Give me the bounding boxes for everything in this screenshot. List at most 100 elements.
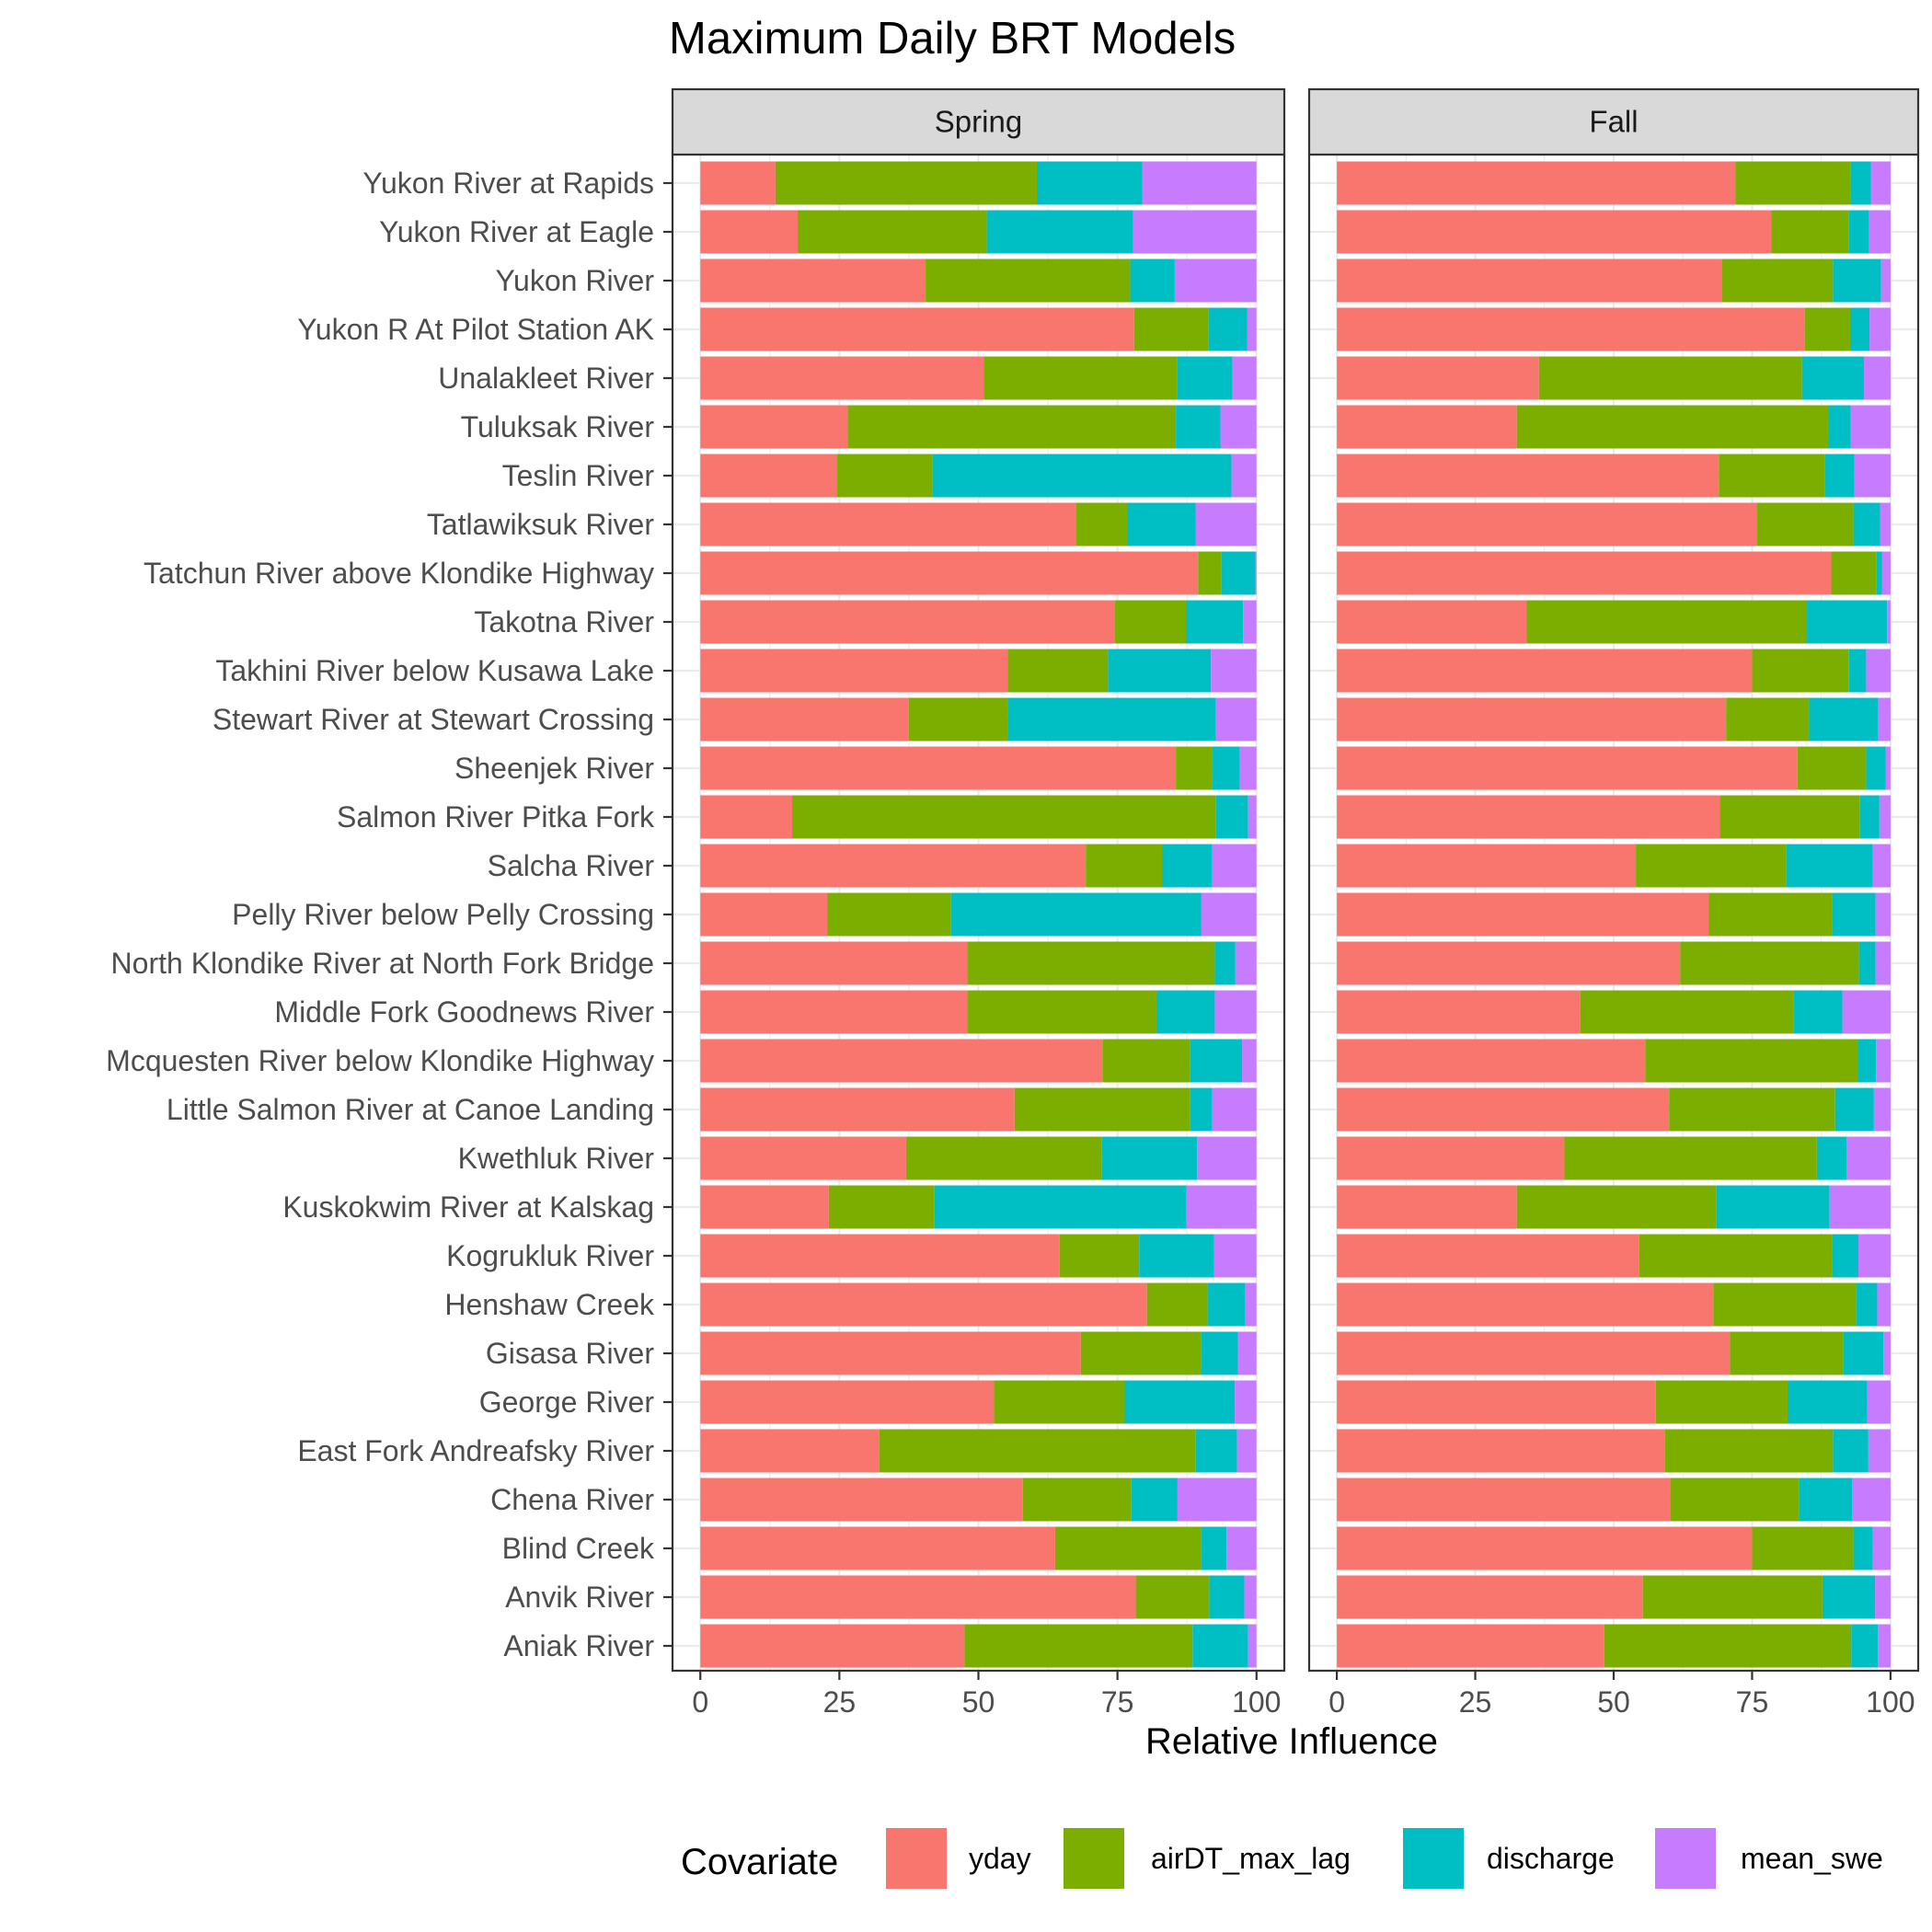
legend-label-discharge: discharge — [1487, 1842, 1615, 1875]
bar-spring-yday-teslin-river — [700, 454, 837, 498]
bar-fall-yday-gisasa-river — [1337, 1331, 1731, 1375]
bar-spring-discharge-tatchun-river-above-klondike-highway — [1221, 551, 1256, 595]
bar-fall-airdt-max-lag-stewart-river-at-stewart-crossing — [1726, 697, 1810, 742]
bar-fall-discharge-takotna-river — [1807, 600, 1888, 644]
bar-fall-yday-tatlawiksuk-river — [1337, 502, 1757, 546]
bar-fall-airdt-max-lag-little-salmon-river-at-canoe-landing — [1669, 1087, 1835, 1132]
bar-spring-airdt-max-lag-yukon-r-at-pilot-station-ak — [1133, 307, 1209, 351]
bar-fall-yday-yukon-river-at-rapids — [1337, 161, 1736, 205]
bar-spring-yday-yukon-river-at-eagle — [700, 210, 799, 254]
bar-fall-airdt-max-lag-salcha-river — [1636, 844, 1787, 888]
bar-fall-airdt-max-lag-yukon-river — [1721, 259, 1834, 303]
category-label: Salcha River — [488, 849, 655, 882]
category-label: Teslin River — [502, 459, 655, 492]
bar-fall-discharge-north-klondike-river-at-north-fork-bridge — [1858, 941, 1876, 985]
bar-fall-yday-henshaw-creek — [1337, 1282, 1714, 1327]
bar-spring-discharge-aniak-river — [1192, 1624, 1248, 1668]
bar-spring-yday-unalakleet-river — [700, 356, 984, 400]
bar-fall-mean-swe-aniak-river — [1878, 1624, 1891, 1668]
bar-fall-yday-mcquesten-river-below-klondike-highway — [1337, 1039, 1646, 1083]
bar-spring-mean-swe-sheenjek-river — [1239, 746, 1257, 790]
bar-fall-yday-pelly-river-below-pelly-crossing — [1337, 892, 1709, 937]
bar-spring-yday-mcquesten-river-below-klondike-highway — [700, 1039, 1103, 1083]
bar-spring-airdt-max-lag-unalakleet-river — [983, 356, 1178, 400]
bar-fall-mean-swe-stewart-river-at-stewart-crossing — [1878, 697, 1891, 742]
legend: Covariate yday airDT_max_lag discharge mean… — [681, 1828, 1883, 1889]
bar-spring-airdt-max-lag-middle-fork-goodnews-river — [967, 990, 1156, 1034]
legend-label-airdt-max-lag: airDT_max_lag — [1151, 1842, 1351, 1875]
bar-spring-discharge-chena-river — [1131, 1478, 1178, 1522]
bar-spring-airdt-max-lag-sheenjek-river — [1176, 746, 1213, 790]
category-label: George River — [479, 1386, 655, 1419]
category-label: Yukon River at Rapids — [362, 167, 654, 200]
bar-spring-yday-pelly-river-below-pelly-crossing — [700, 892, 828, 937]
legend-label-yday: yday — [969, 1842, 1031, 1875]
bar-fall-airdt-max-lag-middle-fork-goodnews-river — [1580, 990, 1794, 1034]
bar-spring-airdt-max-lag-yukon-river-at-rapids — [775, 161, 1037, 205]
strip-label-fall: Fall — [1589, 105, 1638, 139]
category-label: Tuluksak River — [461, 410, 655, 443]
bar-spring-airdt-max-lag-east-fork-andreafsky-river — [879, 1429, 1196, 1473]
bars-fall — [1337, 161, 1891, 1668]
panels-layer: Spring 0 25 50 75 100 Fall 0 25 50 75 100 — [671, 87, 1920, 1719]
bar-fall-yday-takhini-river-below-kusawa-lake — [1337, 649, 1753, 693]
bar-fall-mean-swe-tatchun-river-above-klondike-highway — [1881, 551, 1891, 595]
bar-fall-airdt-max-lag-kwethluk-river — [1564, 1136, 1817, 1180]
bar-spring-yday-henshaw-creek — [700, 1282, 1147, 1327]
bar-spring-discharge-yukon-river — [1130, 259, 1175, 303]
category-label: Salmon River Pitka Fork — [337, 800, 655, 834]
category-label: Unalakleet River — [438, 362, 654, 395]
bar-fall-mean-swe-tuluksak-river — [1850, 405, 1891, 449]
bar-fall-discharge-takhini-river-below-kusawa-lake — [1848, 649, 1867, 693]
bar-spring-mean-swe-yukon-river-at-eagle — [1133, 210, 1257, 254]
bar-spring-mean-swe-blind-creek — [1226, 1526, 1257, 1570]
bar-spring-discharge-yukon-r-at-pilot-station-ak — [1208, 307, 1248, 351]
category-label: Kogrukluk River — [446, 1239, 654, 1272]
bar-spring-yday-kogrukluk-river — [700, 1234, 1060, 1278]
bar-fall-yday-salcha-river — [1337, 844, 1637, 888]
bar-fall-airdt-max-lag-tuluksak-river — [1516, 405, 1829, 449]
bar-spring-discharge-anvik-river — [1209, 1575, 1245, 1619]
bar-spring-yday-north-klondike-river-at-north-fork-bridge — [700, 941, 968, 985]
bar-fall-yday-kuskokwim-river-at-kalskag — [1337, 1185, 1517, 1229]
category-labels: Yukon River at Rapids Yukon River at Eagl… — [106, 167, 673, 1662]
bar-spring-airdt-max-lag-kogrukluk-river — [1059, 1234, 1140, 1278]
bar-spring-airdt-max-lag-tatchun-river-above-klondike-highway — [1198, 551, 1222, 595]
bar-spring-mean-swe-middle-fork-goodnews-river — [1214, 990, 1257, 1034]
category-label: Aniak River — [503, 1629, 654, 1662]
bar-spring-discharge-blind-creek — [1201, 1526, 1227, 1570]
bar-fall-yday-unalakleet-river — [1337, 356, 1539, 400]
bar-spring-airdt-max-lag-takhini-river-below-kusawa-lake — [1007, 649, 1109, 693]
category-label: Pelly River below Pelly Crossing — [232, 898, 654, 931]
x-tick-label: 0 — [1328, 1685, 1345, 1719]
bar-fall-mean-swe-mcquesten-river-below-klondike-highway — [1876, 1039, 1891, 1083]
bar-spring-yday-tuluksak-river — [700, 405, 848, 449]
bar-spring-discharge-kwethluk-river — [1101, 1136, 1198, 1180]
bar-spring-yday-tatchun-river-above-klondike-highway — [700, 551, 1199, 595]
bar-fall-airdt-max-lag-blind-creek — [1752, 1526, 1854, 1570]
bar-spring-yday-chena-river — [700, 1478, 1023, 1522]
bar-spring-discharge-kuskokwim-river-at-kalskag — [934, 1185, 1187, 1229]
bar-fall-airdt-max-lag-pelly-river-below-pelly-crossing — [1708, 892, 1833, 937]
bar-spring-airdt-max-lag-salmon-river-pitka-fork — [791, 795, 1216, 839]
bar-fall-mean-swe-yukon-r-at-pilot-station-ak — [1869, 307, 1891, 351]
bar-fall-discharge-henshaw-creek — [1856, 1282, 1878, 1327]
bar-fall-airdt-max-lag-george-river — [1655, 1380, 1788, 1424]
bar-spring-discharge-george-river — [1124, 1380, 1236, 1424]
bar-fall-discharge-salcha-river — [1786, 844, 1873, 888]
bar-spring-discharge-henshaw-creek — [1207, 1282, 1246, 1327]
bar-fall-airdt-max-lag-takhini-river-below-kusawa-lake — [1752, 649, 1849, 693]
bar-spring-airdt-max-lag-pelly-river-below-pelly-crossing — [827, 892, 951, 937]
category-label: Takhini River below Kusawa Lake — [215, 654, 654, 687]
bar-fall-yday-takotna-river — [1337, 600, 1527, 644]
category-label: Anvik River — [505, 1581, 654, 1614]
bar-fall-mean-swe-george-river — [1867, 1380, 1891, 1424]
bar-fall-mean-swe-little-salmon-river-at-canoe-landing — [1873, 1087, 1891, 1132]
bar-spring-yday-kwethluk-river — [700, 1136, 906, 1180]
bar-spring-discharge-kogrukluk-river — [1139, 1234, 1214, 1278]
bar-spring-discharge-takotna-river — [1185, 600, 1244, 644]
bar-fall-airdt-max-lag-gisasa-river — [1730, 1331, 1844, 1375]
chart-title: Maximum Daily BRT Models — [669, 14, 1236, 63]
bar-spring-airdt-max-lag-yukon-river-at-eagle — [798, 210, 987, 254]
bar-spring-mean-swe-kuskokwim-river-at-kalskag — [1186, 1185, 1257, 1229]
